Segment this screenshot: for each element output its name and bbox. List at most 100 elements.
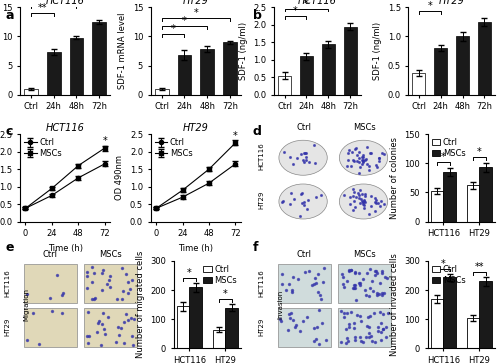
Text: *: * [182,16,187,26]
Point [356,280,364,286]
Bar [431,299,444,348]
Point [316,292,324,298]
Point [30,310,38,316]
Point [373,270,381,276]
Point [322,338,330,343]
Bar [178,55,192,95]
Point [278,199,286,204]
Bar [84,308,137,347]
Bar [70,38,84,95]
Point [354,190,362,196]
Point [84,340,92,346]
Text: *: * [441,152,446,162]
Point [374,325,382,330]
Point [359,276,367,282]
Text: MSCs: MSCs [354,123,376,132]
Point [122,271,130,277]
Point [372,339,380,345]
Point [382,334,390,339]
Point [124,317,132,323]
Point [339,281,347,287]
Point [118,296,126,302]
Point [347,267,355,273]
Point [376,329,384,334]
Point [98,321,106,327]
Point [376,198,384,204]
Point [311,160,319,166]
Bar [467,185,479,222]
Point [280,199,287,204]
Point [90,296,98,302]
Point [358,161,366,167]
Point [363,270,371,276]
Point [364,160,372,166]
Point [361,193,369,199]
Point [300,202,308,208]
Point [306,160,314,166]
Point [303,207,311,212]
Legend: Ctrl, MSCs: Ctrl, MSCs [24,138,62,158]
Text: *: * [477,147,482,157]
Point [105,277,113,283]
X-axis label: Time (h): Time (h) [48,244,82,253]
Text: HT29: HT29 [258,317,264,336]
Point [358,191,366,196]
Text: HCT116: HCT116 [258,142,264,170]
Point [304,268,312,274]
Point [292,322,300,327]
Point [348,149,356,155]
Point [357,196,365,202]
Point [312,336,320,342]
Point [356,155,364,161]
Point [46,295,54,301]
Point [304,197,312,203]
Point [290,196,298,202]
Point [314,271,322,277]
Point [342,340,350,346]
Point [342,326,350,332]
Point [344,157,352,163]
Y-axis label: Number of colonies: Number of colonies [390,137,399,219]
Bar [480,167,492,222]
Text: Ctrl: Ctrl [297,250,312,259]
Point [112,339,120,345]
Point [98,270,106,276]
Point [378,326,386,332]
Text: Ctrl: Ctrl [297,123,312,132]
Point [350,189,358,195]
Bar [278,76,291,95]
Text: c: c [5,125,12,138]
Text: HCT116: HCT116 [258,269,264,297]
Bar [190,287,202,348]
Point [294,276,302,282]
Point [356,334,364,340]
Point [338,271,345,277]
Point [374,328,382,334]
Text: *: * [194,8,198,18]
Ellipse shape [279,184,328,219]
Point [365,293,373,299]
Point [106,273,114,279]
Bar [84,265,137,303]
Y-axis label: Number of invaded cells: Number of invaded cells [390,253,399,356]
Point [374,293,382,298]
Bar [47,52,60,95]
Point [93,329,101,335]
Bar [278,308,331,347]
Bar [444,277,456,348]
Point [103,282,111,287]
Point [358,199,366,204]
Point [296,213,304,219]
Point [384,310,392,316]
Point [298,151,306,157]
Point [350,158,358,164]
Point [58,293,66,298]
Bar [467,318,479,348]
Point [319,279,327,285]
Point [359,159,367,165]
Point [278,281,286,287]
Bar [226,308,238,348]
Point [286,154,294,160]
Point [345,267,353,273]
Point [360,199,368,204]
